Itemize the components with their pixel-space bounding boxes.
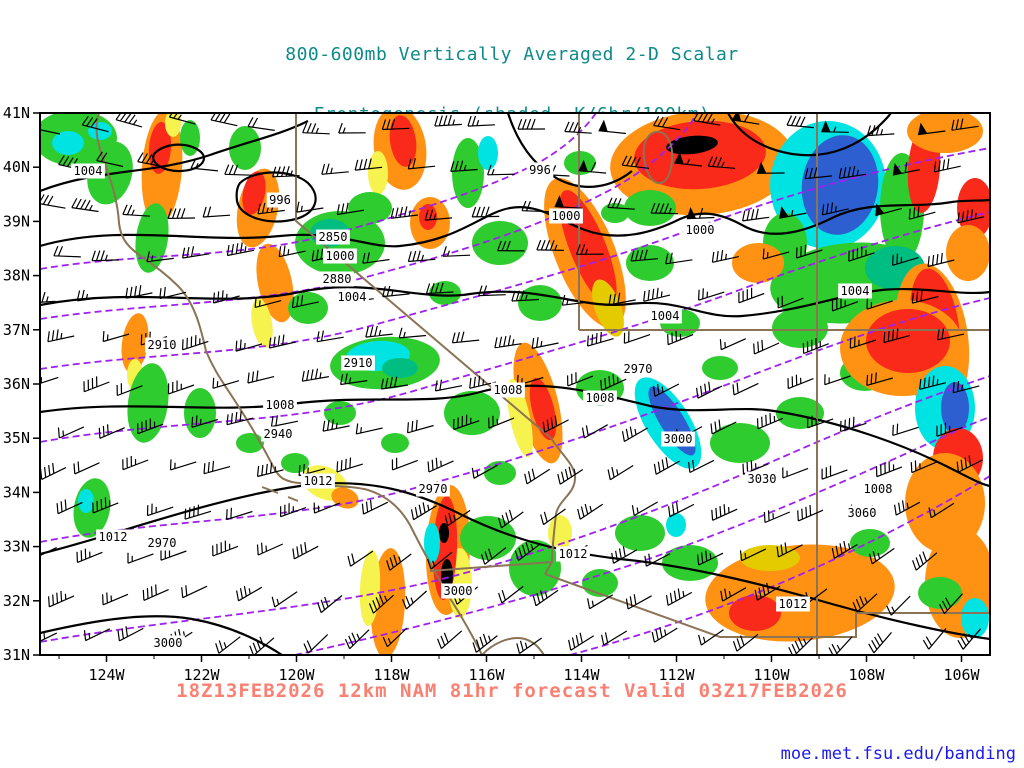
height-label-box [341,355,375,371]
height-label-box [151,635,185,651]
lat-label: 37N [3,321,30,339]
lon-label: 114W [563,666,600,683]
mslp-label: 1008 [494,383,523,397]
height-label: 3000 [444,584,473,598]
lat-label: 39N [3,212,30,230]
mslp-label: 1004 [338,290,367,304]
lat-label: 34N [3,483,30,501]
height-label: 2970 [624,362,653,376]
mslp-label: 1004 [841,284,870,298]
height-label: 2850 [319,230,348,244]
mslp-label-box [301,473,335,489]
height-label: 3000 [154,636,183,650]
mslp-label: 1008 [864,482,893,496]
lat-label: 38N [3,267,30,285]
lon-label: 122W [183,666,220,683]
height-label: 2970 [419,482,448,496]
height-label: 2910 [148,338,177,352]
mslp-label: 1008 [586,391,615,405]
height-label-box [145,535,179,551]
lon-label: 120W [278,666,315,683]
mslp-label-box [838,283,872,299]
mslp-label-box [71,163,105,179]
lon-label: 108W [848,666,885,683]
mslp-label-box [583,390,617,406]
mslp-label: 996 [269,193,291,207]
mslp-label: 1012 [99,530,128,544]
height-label-box [661,431,695,447]
frontogenesis-shading [40,113,990,655]
state-borders [95,113,990,655]
mslp-label: 1000 [552,209,581,223]
lat-label: 35N [3,429,30,447]
axes: 41N 40N 39N 38N 37N 36N 35N 34N 33N 32N 31N 124W 122… [3,105,981,683]
mslp-label-box [556,546,590,562]
lon-label: 116W [468,666,505,683]
map-layers: 1004 996 996 1000 1000 1000 1004 1004 1004 1008 10… [40,113,990,655]
mslp-label-box [648,308,682,324]
mslp-label: 1000 [326,249,355,263]
height-label-box [261,426,295,442]
mslp-label-box [776,596,810,612]
lon-label: 112W [658,666,695,683]
mslp-label: 1008 [266,398,295,412]
lon-label: 110W [753,666,790,683]
height-label-box [416,481,450,497]
lat-label: 32N [3,592,30,610]
mslp-label-box [683,222,717,238]
lon-label: 106W [943,666,980,683]
mslp-label: 1012 [304,474,333,488]
title-line-1: 800-600mb Vertically Averaged 2-D Scalar [285,44,739,65]
colorbar [178,726,818,768]
height-label-box [145,337,179,353]
height-label: 2970 [148,536,177,550]
mslp-label-box [549,208,583,224]
mslp-label: 1000 [686,223,715,237]
height-label-box [320,271,354,287]
height-label-box [621,361,655,377]
height-label-box [441,583,475,599]
lat-label: 33N [3,538,30,556]
mslp-label-box [323,248,357,264]
lat-label: 36N [3,375,30,393]
mslp-label-box [861,481,895,497]
mslp-label-box [335,289,369,305]
height-label: 3030 [748,472,777,486]
height-label: 2940 [264,427,293,441]
mslp-label: 1004 [74,164,103,178]
mslp-label-box [263,397,297,413]
mslp-label: 1012 [559,547,588,561]
lon-label: 118W [373,666,410,683]
mslp-label-box [96,529,130,545]
forecast-map: 1004 996 996 1000 1000 1000 1004 1004 1004 1008 10… [3,105,991,683]
lat-label: 31N [3,646,30,664]
lat-label: 41N [3,105,30,122]
height-label: 2880 [323,272,352,286]
forecast-valid-line: 18Z13FEB2026 12km NAM 81hr forecast Vali… [176,680,848,702]
mslp-contours [40,113,990,655]
height-label-box [745,471,779,487]
mslp-label-box [266,192,294,208]
height-label: 2910 [344,356,373,370]
mslp-label: 1004 [651,309,680,323]
lon-label: 124W [88,666,125,683]
mslp-label-box [491,382,525,398]
mslp-label: 1012 [779,597,808,611]
credit-link[interactable]: moe.met.fsu.edu/banding [780,744,1016,764]
contour-labels: 1004 996 996 1000 1000 1000 1004 1004 1004 1008 10… [71,162,895,651]
height-label-box [316,229,350,245]
mslp-label: 996 [529,163,551,177]
height-label: 3000 [664,432,693,446]
height-contours [40,113,990,655]
lat-label: 40N [3,158,30,176]
height-label-box [845,505,879,521]
mslp-label-box [526,162,554,178]
height-label: 3060 [848,506,877,520]
